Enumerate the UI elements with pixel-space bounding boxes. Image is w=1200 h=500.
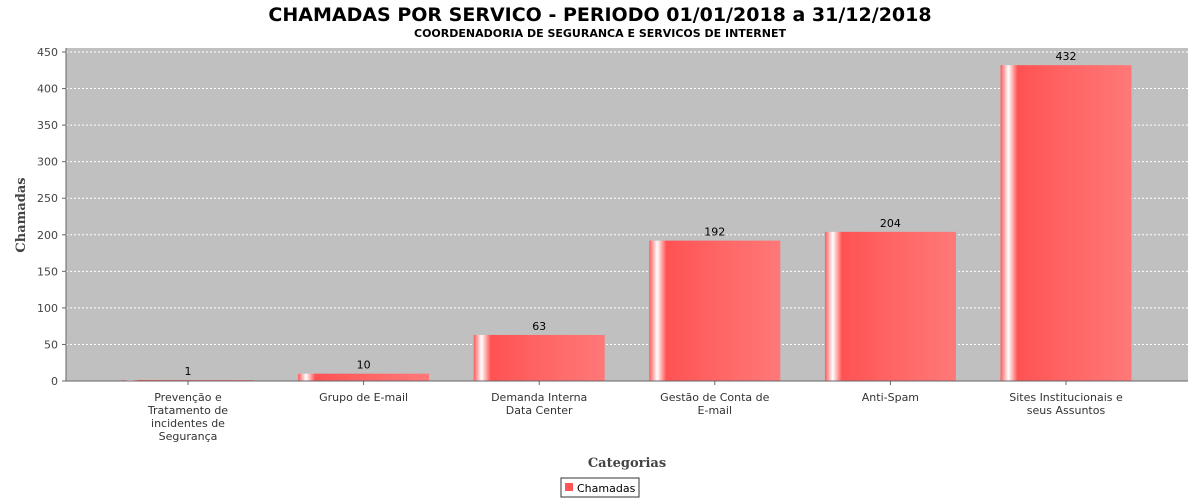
- y-tick-label: 150: [37, 265, 58, 278]
- y-tick-label: 100: [37, 302, 58, 315]
- x-category-label: incidentes de: [151, 417, 225, 430]
- x-category-label: Data Center: [506, 404, 573, 417]
- bar-value-label: 432: [1056, 50, 1077, 63]
- legend-label: Chamadas: [577, 482, 636, 495]
- y-axis-title: Chamadas: [14, 177, 29, 252]
- bar: [649, 240, 781, 381]
- bar-value-label: 10: [357, 359, 371, 372]
- y-tick-label: 350: [37, 119, 58, 132]
- x-category-label: Segurança: [159, 430, 218, 443]
- x-category-label: Anti-Spam: [862, 391, 919, 404]
- y-tick-label: 250: [37, 192, 58, 205]
- bar-value-label: 63: [532, 320, 546, 333]
- x-category-label: seus Assuntos: [1027, 404, 1106, 417]
- x-category-label: Sites Institucionais e: [1009, 391, 1123, 404]
- bar: [1000, 65, 1132, 381]
- x-category-label: Demanda Interna: [491, 391, 587, 404]
- bars-group: 1 10 63 192 204 432: [122, 50, 1132, 381]
- legend: Chamadas: [560, 477, 640, 498]
- legend-swatch: [565, 483, 573, 491]
- x-category-label: E-mail: [698, 404, 733, 417]
- bar-value-label: 204: [880, 217, 901, 230]
- bar-value-label: 1: [185, 365, 192, 378]
- y-tick-label: 300: [37, 156, 58, 169]
- x-category-label: Gestão de Conta de: [660, 391, 769, 404]
- x-category-label: Prevenção e: [154, 391, 222, 404]
- y-tick-label: 450: [37, 46, 58, 59]
- y-tick-label: 200: [37, 229, 58, 242]
- chart-subtitle: COORDENADORIA DE SEGURANCA E SERVICOS DE…: [414, 27, 786, 40]
- bar-value-label: 192: [704, 226, 725, 239]
- x-category-label: Tratamento de: [147, 404, 228, 417]
- y-tick-label: 50: [44, 338, 58, 351]
- y-tick-labels: 0 50 100 150 200 250 300 350 400 450: [37, 46, 66, 388]
- bar: [298, 373, 430, 381]
- y-tick-label: 0: [51, 375, 58, 388]
- axes-group: [65, 48, 1188, 382]
- grid-lines: [66, 51, 1188, 345]
- bar: [824, 231, 956, 381]
- y-tick-label: 400: [37, 83, 58, 96]
- x-category-label: Grupo de E-mail: [319, 391, 408, 404]
- bar: [473, 334, 605, 381]
- chart-title: CHAMADAS POR SERVICO - PERIODO 01/01/201…: [268, 4, 931, 26]
- legend-box: [560, 477, 640, 498]
- x-axis-title: Categorias: [588, 456, 666, 471]
